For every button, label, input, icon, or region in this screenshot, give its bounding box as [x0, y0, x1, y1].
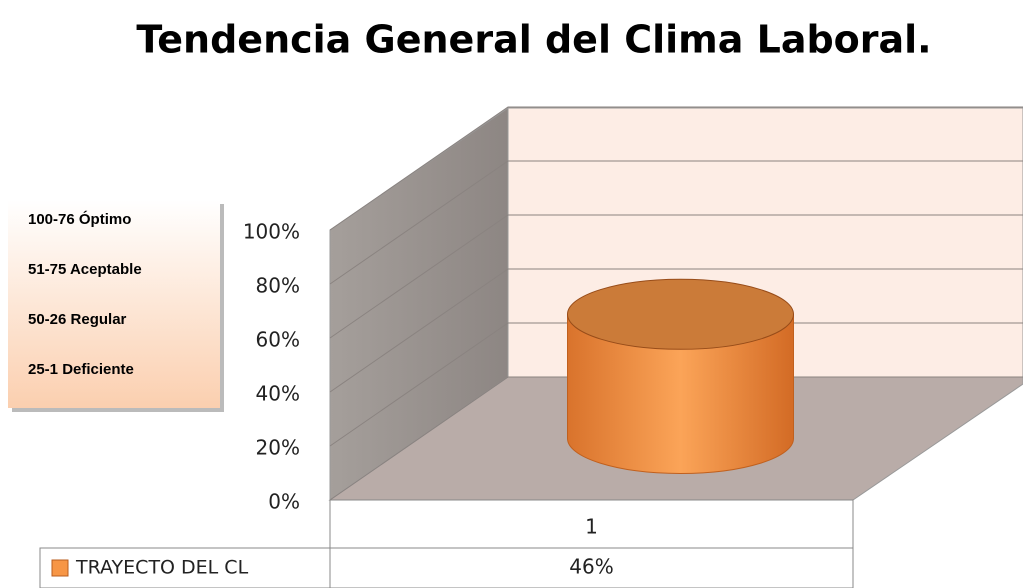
table-cell	[39, 547, 331, 588]
y-tick-label: 0%	[268, 490, 300, 514]
y-tick-label: 100%	[243, 220, 300, 244]
y-tick-label: 80%	[256, 274, 300, 298]
grid-line	[329, 106, 1023, 231]
legend-swatch	[51, 559, 69, 577]
grid-line	[329, 322, 1023, 447]
grid-line	[329, 160, 1023, 285]
y-tick-label: 40%	[256, 382, 300, 406]
data-label: 46%	[569, 555, 613, 579]
chart-title: Tendencia General del Clima Laboral.	[136, 18, 931, 62]
note: 100-76 Óptimo	[28, 210, 131, 228]
table-cell	[329, 547, 854, 588]
x-tick-label: 1	[585, 515, 598, 539]
grid-line	[329, 214, 1023, 339]
y-tick-label: 60%	[256, 328, 300, 352]
y-tick-label: 20%	[256, 436, 300, 460]
note: 50-26 Regular	[28, 311, 127, 328]
note: 25-1 Deficiente	[28, 361, 134, 378]
note-box	[8, 200, 220, 408]
legend-label: TRAYECTO DEL CL	[75, 557, 249, 579]
grid-line	[329, 268, 1023, 393]
cylinder-top	[567, 278, 794, 350]
cylinder	[567, 313, 794, 474]
note: 51-75 Aceptable	[28, 261, 142, 278]
grid-line	[329, 376, 1023, 501]
